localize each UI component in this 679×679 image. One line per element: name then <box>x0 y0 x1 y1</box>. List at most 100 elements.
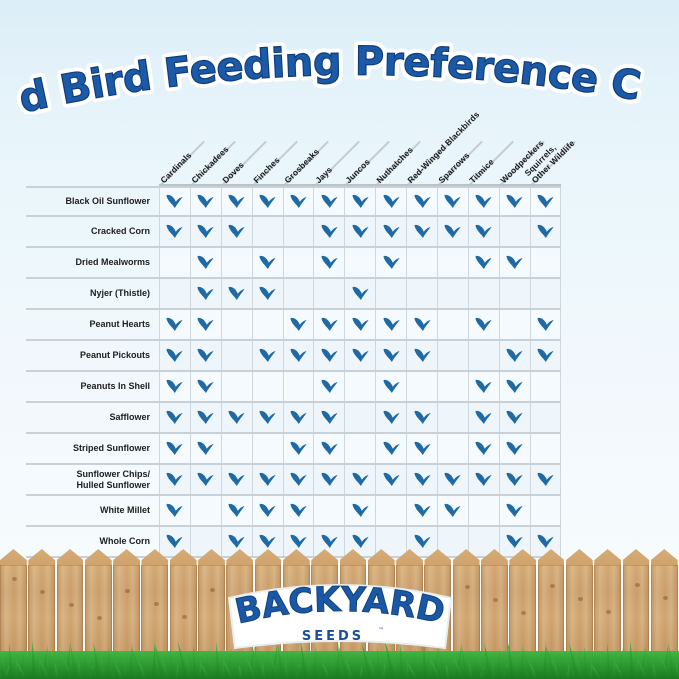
cell-1-0[interactable] <box>159 217 190 246</box>
cell-4-9[interactable] <box>437 310 468 339</box>
cell-7-1[interactable] <box>189 403 221 432</box>
cell-11-6[interactable] <box>344 527 376 556</box>
cell-6-9[interactable] <box>437 372 468 401</box>
column-header-doves[interactable]: Doves <box>220 160 246 186</box>
cell-11-12[interactable] <box>529 527 561 556</box>
cell-5-0[interactable] <box>159 341 190 370</box>
cell-0-4[interactable] <box>282 188 314 215</box>
cell-6-7[interactable] <box>375 372 407 401</box>
cell-6-4[interactable] <box>282 372 314 401</box>
cell-10-7[interactable] <box>375 496 407 525</box>
cell-4-10[interactable] <box>467 310 499 339</box>
cell-7-10[interactable] <box>467 403 499 432</box>
row-label-sunflower-chips-hulled-sunflower[interactable]: Sunflower Chips/Hulled Sunflower <box>26 465 159 494</box>
cell-9-3[interactable] <box>251 465 283 494</box>
cell-1-9[interactable] <box>437 217 468 246</box>
cell-9-1[interactable] <box>189 465 221 494</box>
cell-9-7[interactable] <box>375 465 407 494</box>
cell-2-6[interactable] <box>344 248 376 277</box>
cell-8-12[interactable] <box>529 434 561 463</box>
cell-9-11[interactable] <box>498 465 530 494</box>
cell-8-6[interactable] <box>344 434 376 463</box>
cell-5-6[interactable] <box>344 341 376 370</box>
cell-3-1[interactable] <box>189 279 221 308</box>
cell-0-3[interactable] <box>251 188 283 215</box>
cell-8-2[interactable] <box>220 434 252 463</box>
cell-1-11[interactable] <box>498 217 530 246</box>
cell-3-5[interactable] <box>313 279 345 308</box>
cell-11-2[interactable] <box>220 527 252 556</box>
cell-1-3[interactable] <box>251 217 283 246</box>
cell-2-2[interactable] <box>220 248 252 277</box>
cell-2-8[interactable] <box>406 248 438 277</box>
cell-5-1[interactable] <box>189 341 221 370</box>
row-label-whole-corn[interactable]: Whole Corn <box>26 527 159 556</box>
cell-2-3[interactable] <box>251 248 283 277</box>
cell-4-4[interactable] <box>282 310 314 339</box>
cell-0-11[interactable] <box>498 188 530 215</box>
cell-10-8[interactable] <box>406 496 438 525</box>
cell-0-7[interactable] <box>375 188 407 215</box>
cell-2-5[interactable] <box>313 248 345 277</box>
cell-5-12[interactable] <box>529 341 561 370</box>
cell-11-9[interactable] <box>437 527 468 556</box>
row-label-peanuts-in-shell[interactable]: Peanuts In Shell <box>26 372 159 401</box>
cell-8-3[interactable] <box>251 434 283 463</box>
cell-5-5[interactable] <box>313 341 345 370</box>
cell-1-7[interactable] <box>375 217 407 246</box>
cell-9-6[interactable] <box>344 465 376 494</box>
cell-8-7[interactable] <box>375 434 407 463</box>
row-label-striped-sunflower[interactable]: Striped Sunflower <box>26 434 159 463</box>
cell-2-9[interactable] <box>437 248 468 277</box>
row-label-cracked-corn[interactable]: Cracked Corn <box>26 217 159 246</box>
cell-7-11[interactable] <box>498 403 530 432</box>
cell-8-9[interactable] <box>437 434 468 463</box>
cell-6-8[interactable] <box>406 372 438 401</box>
cell-9-12[interactable] <box>529 465 561 494</box>
cell-5-4[interactable] <box>282 341 314 370</box>
cell-1-10[interactable] <box>467 217 499 246</box>
cell-7-8[interactable] <box>406 403 438 432</box>
cell-4-8[interactable] <box>406 310 438 339</box>
cell-5-9[interactable] <box>437 341 468 370</box>
cell-9-10[interactable] <box>467 465 499 494</box>
cell-4-2[interactable] <box>220 310 252 339</box>
cell-10-0[interactable] <box>159 496 190 525</box>
cell-0-8[interactable] <box>406 188 438 215</box>
cell-6-11[interactable] <box>498 372 530 401</box>
cell-4-0[interactable] <box>159 310 190 339</box>
cell-0-1[interactable] <box>189 188 221 215</box>
cell-6-1[interactable] <box>189 372 221 401</box>
cell-7-0[interactable] <box>159 403 190 432</box>
cell-3-3[interactable] <box>251 279 283 308</box>
cell-5-3[interactable] <box>251 341 283 370</box>
row-label-peanut-hearts[interactable]: Peanut Hearts <box>26 310 159 339</box>
cell-1-12[interactable] <box>529 217 561 246</box>
cell-1-2[interactable] <box>220 217 252 246</box>
cell-10-11[interactable] <box>498 496 530 525</box>
cell-8-5[interactable] <box>313 434 345 463</box>
cell-9-4[interactable] <box>282 465 314 494</box>
cell-2-1[interactable] <box>189 248 221 277</box>
cell-7-12[interactable] <box>529 403 561 432</box>
cell-3-11[interactable] <box>498 279 530 308</box>
column-header-sparrows[interactable]: Sparrows <box>436 150 472 186</box>
cell-2-10[interactable] <box>467 248 499 277</box>
cell-5-10[interactable] <box>467 341 499 370</box>
cell-10-1[interactable] <box>189 496 221 525</box>
cell-10-2[interactable] <box>220 496 252 525</box>
cell-1-4[interactable] <box>282 217 314 246</box>
cell-7-9[interactable] <box>437 403 468 432</box>
cell-2-7[interactable] <box>375 248 407 277</box>
row-label-black-oil-sunflower[interactable]: Black Oil Sunflower <box>26 188 159 215</box>
cell-11-5[interactable] <box>313 527 345 556</box>
cell-9-2[interactable] <box>220 465 252 494</box>
cell-2-12[interactable] <box>529 248 561 277</box>
cell-3-7[interactable] <box>375 279 407 308</box>
cell-4-7[interactable] <box>375 310 407 339</box>
column-header-finches[interactable]: Finches <box>251 155 282 186</box>
cell-0-2[interactable] <box>220 188 252 215</box>
cell-5-2[interactable] <box>220 341 252 370</box>
cell-5-8[interactable] <box>406 341 438 370</box>
cell-2-0[interactable] <box>159 248 190 277</box>
